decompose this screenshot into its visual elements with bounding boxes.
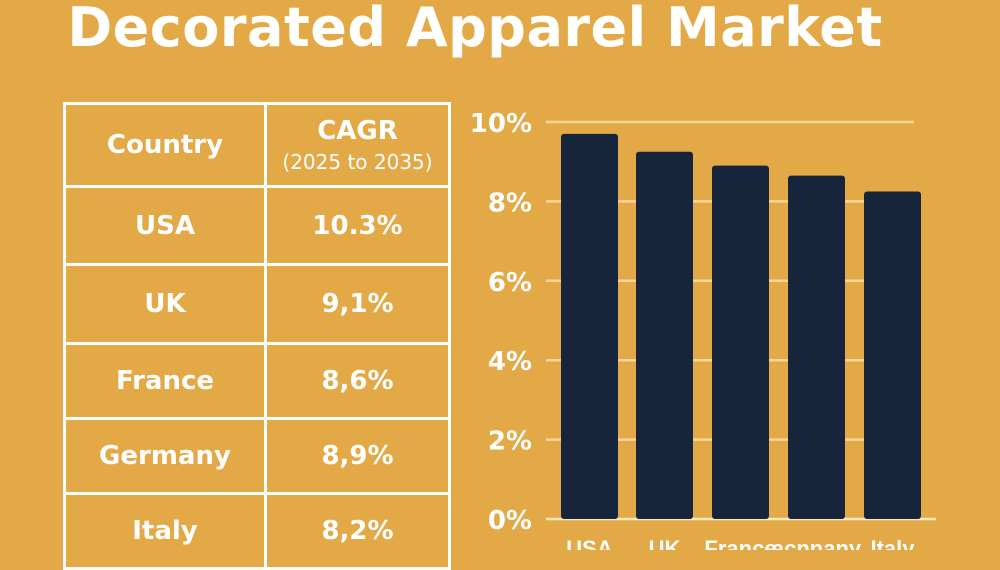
x-tick-label: USA xyxy=(566,536,613,550)
bar xyxy=(561,133,618,519)
country-cell: Germany xyxy=(63,417,267,495)
country-cell: USA xyxy=(63,185,267,266)
y-tick-label: 2% xyxy=(488,427,532,457)
bar xyxy=(636,151,693,519)
y-tick-label: 10% xyxy=(470,109,532,139)
cagr-cell: 8,9% xyxy=(264,417,451,495)
table-row: UK 9,1% xyxy=(63,263,451,345)
bar xyxy=(788,175,845,519)
header-country: Country xyxy=(63,102,267,188)
x-tick-label: France xyxy=(704,536,776,550)
table-row: France 8,6% xyxy=(63,342,451,420)
table-header-row: Country CAGR (2025 to 2035) xyxy=(63,102,451,188)
page-title: Decorated Apparel Market xyxy=(67,0,883,59)
y-tick-label: 4% xyxy=(488,347,532,377)
country-cell: France xyxy=(63,342,267,420)
header-cagr: CAGR (2025 to 2035) xyxy=(264,102,451,188)
x-tick-label: UK xyxy=(649,536,681,550)
header-cagr-period: (2025 to 2035) xyxy=(282,150,433,174)
bar xyxy=(864,191,921,519)
x-tick-label: acnnany xyxy=(772,536,862,550)
y-tick-label: 8% xyxy=(488,188,532,218)
y-tick-label: 0% xyxy=(488,506,532,536)
y-tick-label: 6% xyxy=(488,268,532,298)
table-row: Germany 8,9% xyxy=(63,417,451,495)
table-row: USA 10.3% xyxy=(63,185,451,266)
bar xyxy=(712,165,769,520)
cagr-cell: 9,1% xyxy=(264,263,451,345)
x-tick-label: Italy xyxy=(870,536,915,550)
header-cagr-label: CAGR xyxy=(317,116,398,146)
country-cell: UK xyxy=(63,263,267,345)
cagr-cell: 8,6% xyxy=(264,342,451,420)
cagr-cell: 10.3% xyxy=(264,185,451,266)
